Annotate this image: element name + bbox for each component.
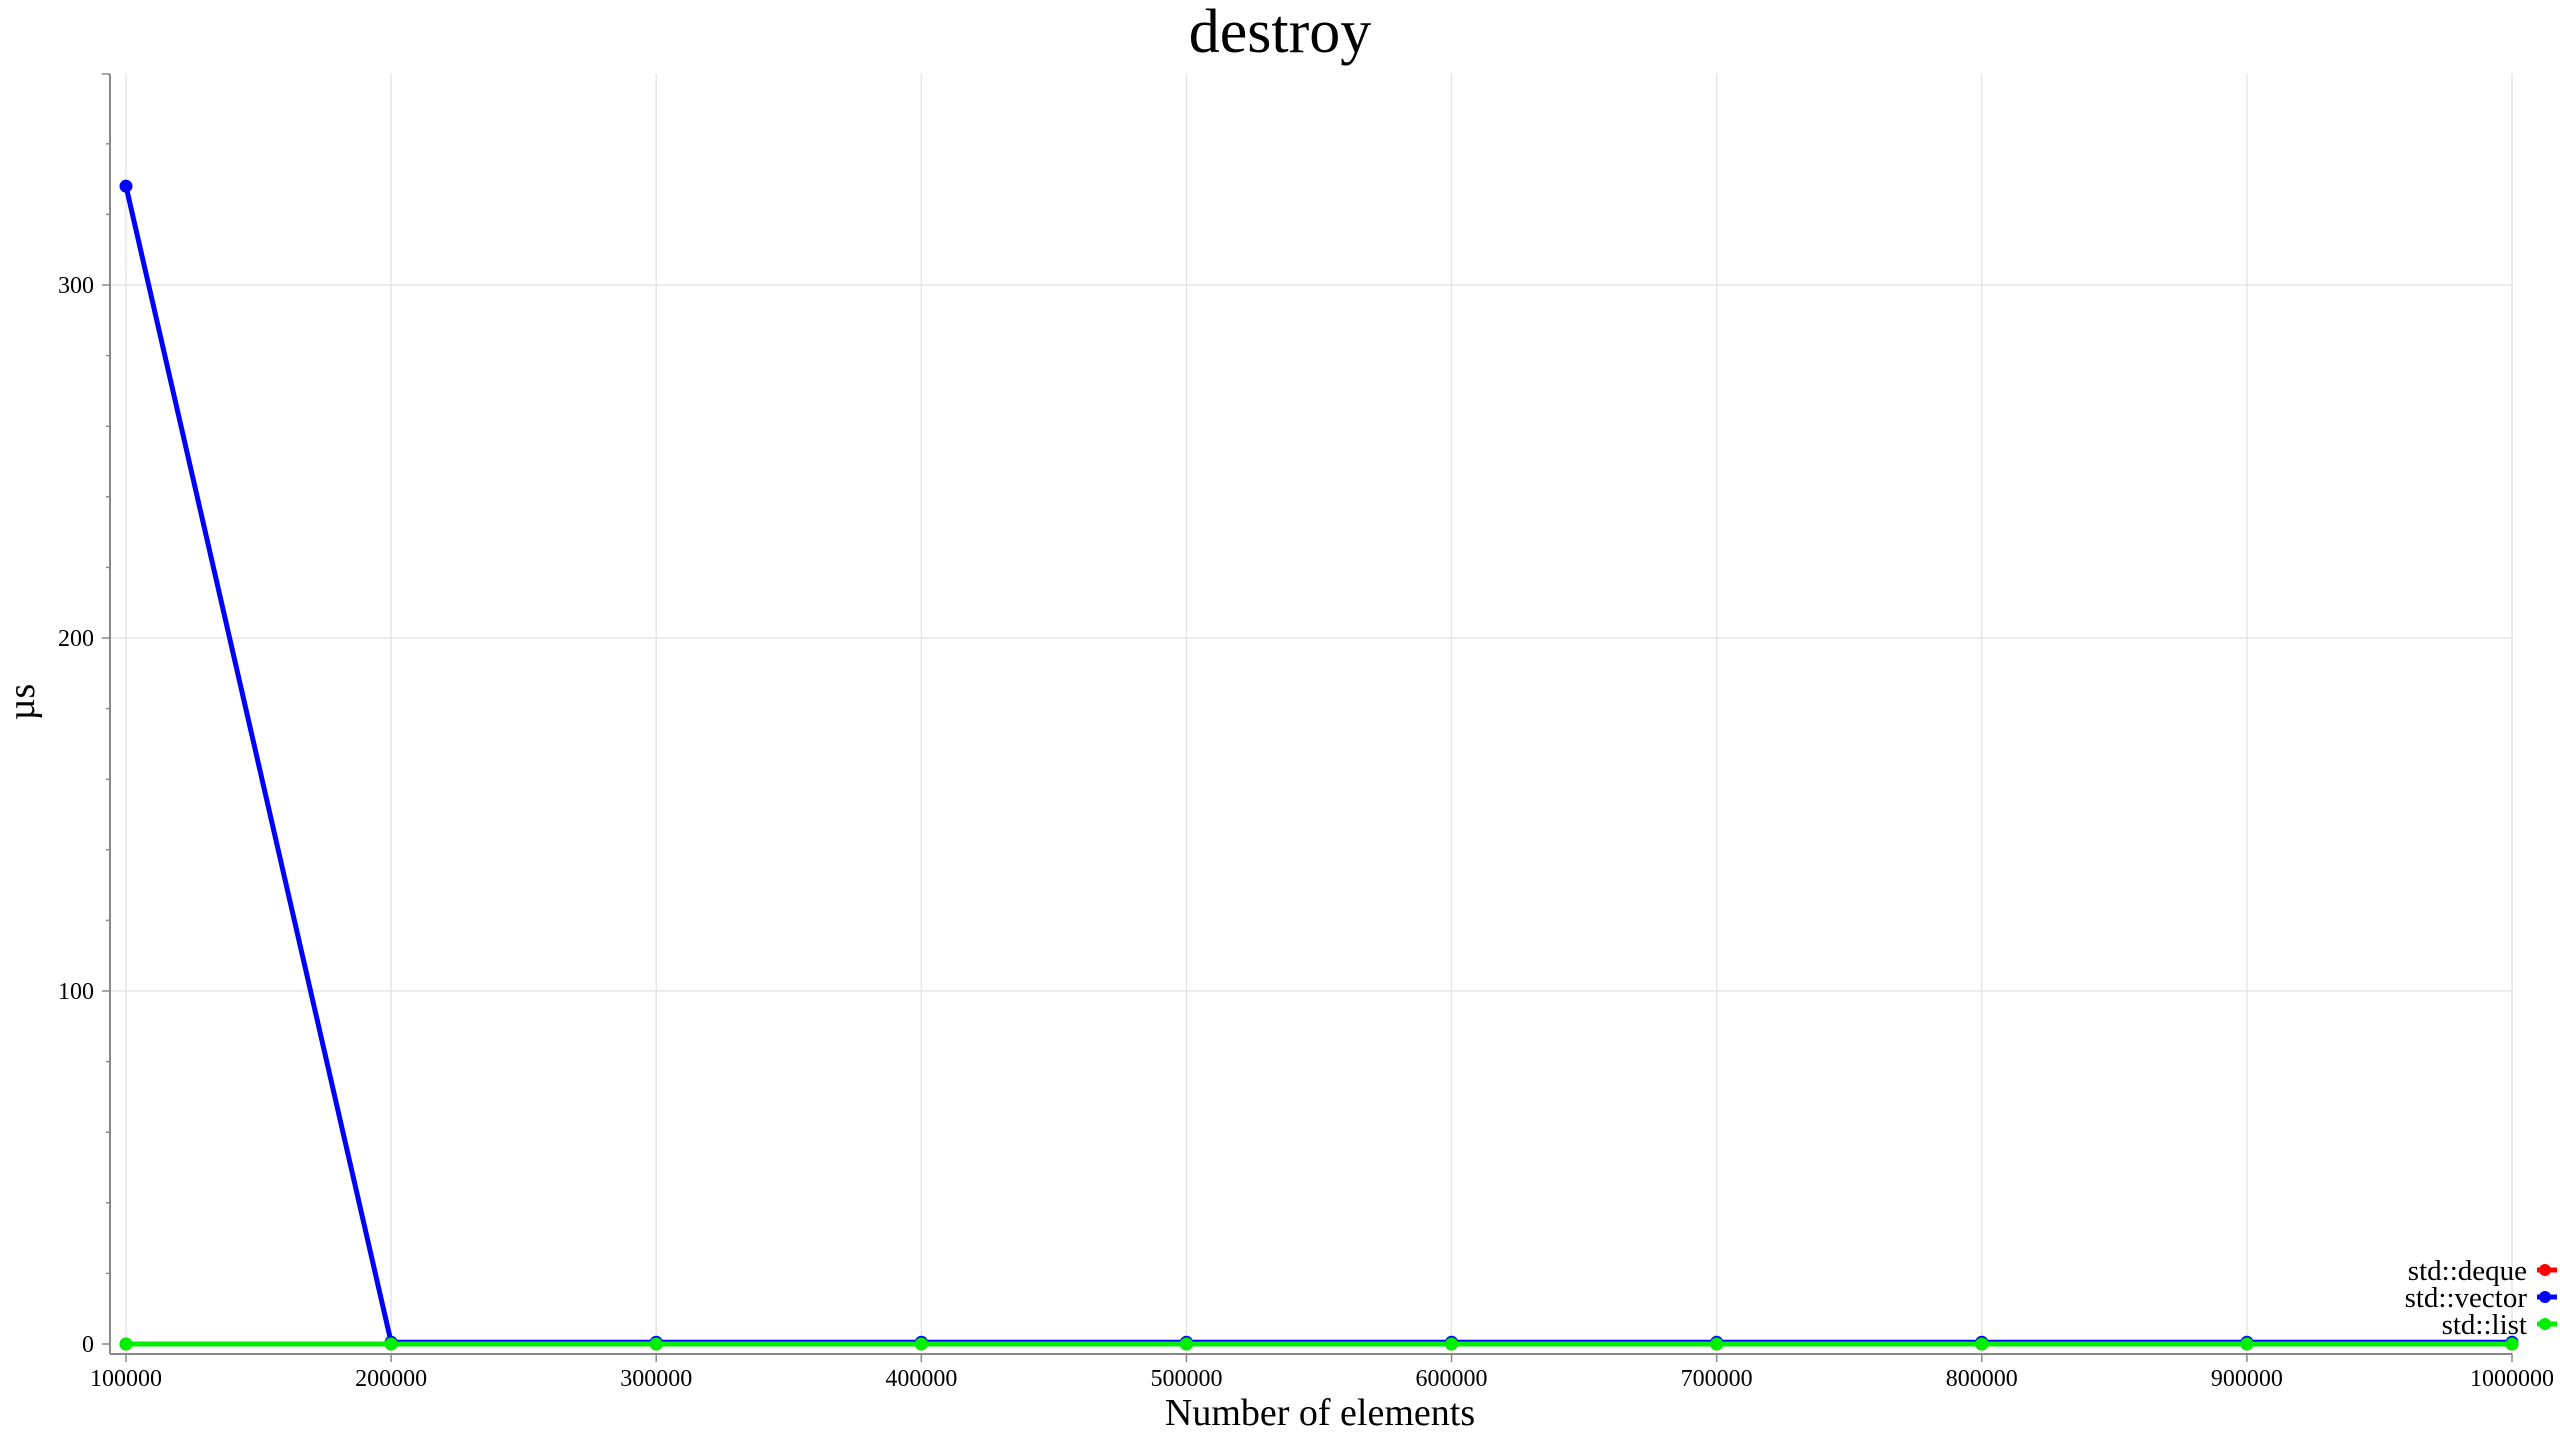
x-tick-label: 100000	[90, 1366, 162, 1392]
legend-marker-std-deque	[2539, 1264, 2551, 1276]
data-point-std-list	[914, 1337, 928, 1351]
data-point-std-list	[2240, 1337, 2254, 1351]
y-tick-label: 100	[58, 979, 94, 1005]
legend-label-std-list: std::list	[2442, 1309, 2527, 1341]
x-axis-label: Number of elements	[1165, 1392, 1475, 1434]
data-point-std-list	[1710, 1337, 1724, 1351]
x-tick-label: 400000	[885, 1366, 957, 1392]
x-tick-label: 1000000	[2470, 1366, 2554, 1392]
x-tick-label: 500000	[1150, 1366, 1222, 1392]
x-tick-label: 800000	[1946, 1366, 2018, 1392]
data-point-std-list	[1975, 1337, 1989, 1351]
series-lines	[119, 179, 2519, 1351]
data-point-std-list	[649, 1337, 663, 1351]
data-point-std-list	[384, 1337, 398, 1351]
legend-label-std-vector: std::vector	[2405, 1282, 2528, 1314]
data-point-std-vector	[119, 179, 133, 193]
grid-lines	[110, 74, 2513, 1354]
y-axis-label: µs	[1, 684, 43, 721]
legend-label-std-deque: std::deque	[2408, 1255, 2527, 1287]
tick-labels: 100000 200000 300000 400000 500000 600000 7000…	[58, 273, 2554, 1392]
data-point-std-list	[1445, 1337, 1459, 1351]
axes	[102, 73, 2513, 1362]
data-point-std-list	[1179, 1337, 1193, 1351]
y-tick-label: 300	[58, 273, 94, 299]
legend-marker-std-list	[2539, 1318, 2551, 1330]
x-tick-label: 900000	[2211, 1366, 2283, 1392]
y-tick-label: 0	[82, 1332, 94, 1358]
y-tick-label: 200	[58, 626, 94, 652]
chart-title: destroy	[1189, 0, 1372, 66]
data-point-std-list	[119, 1337, 133, 1351]
x-tick-label: 200000	[355, 1366, 427, 1392]
x-tick-label: 700000	[1681, 1366, 1753, 1392]
x-tick-label: 600000	[1416, 1366, 1488, 1392]
series-line-std-vector	[123, 185, 2512, 1345]
data-point-std-list	[2505, 1337, 2519, 1351]
x-tick-label: 300000	[620, 1366, 692, 1392]
legend-marker-std-vector	[2539, 1291, 2551, 1303]
